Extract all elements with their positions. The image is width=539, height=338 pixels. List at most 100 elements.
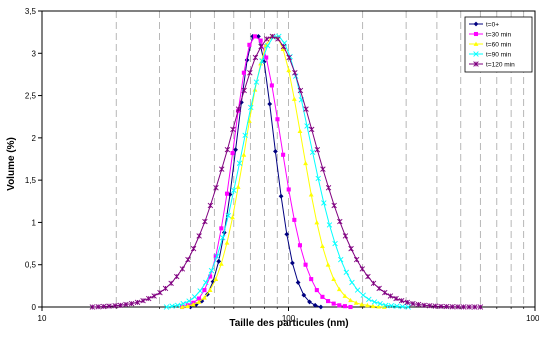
data-point: [218, 261, 224, 266]
data-point: [343, 269, 350, 276]
data-point: [269, 33, 276, 40]
data-point: [202, 288, 207, 293]
data-point: [264, 42, 271, 49]
data-point: [185, 303, 191, 309]
data-point: [235, 184, 241, 189]
data-point: [261, 59, 267, 65]
data-point: [185, 256, 191, 263]
y-tick-label: 1,5: [25, 176, 37, 185]
data-point: [247, 42, 252, 47]
data-point: [399, 303, 406, 310]
x-axis: 10 100 1000: [38, 307, 539, 323]
x-axis-label: Taille des particules (nm): [229, 318, 348, 329]
data-point: [336, 286, 342, 292]
data-point: [213, 276, 219, 282]
data-point: [140, 297, 146, 304]
data-point: [303, 106, 309, 112]
data-point: [320, 294, 325, 299]
data-point: [269, 83, 274, 88]
data-point: [449, 304, 455, 310]
data-point: [292, 70, 298, 76]
y-axis: 0 0,5 1 1,5 2 2,5 3 3,5: [25, 7, 42, 312]
data-point: [297, 128, 303, 134]
data-point: [264, 55, 269, 60]
data-point: [438, 303, 444, 310]
data-point: [278, 193, 284, 199]
data-point: [174, 273, 180, 280]
data-point: [227, 192, 233, 197]
data-point: [326, 299, 331, 304]
data-point: [398, 297, 405, 304]
legend-entry-label: t=60 min: [486, 42, 511, 49]
x-tick-label: 10: [38, 314, 47, 323]
vertical-grid: [115, 11, 525, 307]
data-point: [117, 302, 124, 309]
data-point: [286, 67, 292, 73]
series-1: [180, 34, 353, 310]
data-point: [258, 61, 264, 66]
data-point: [295, 280, 301, 285]
data-point: [309, 277, 314, 282]
data-point: [301, 292, 307, 298]
data-point: [188, 304, 193, 310]
data-point: [353, 256, 360, 263]
data-point: [349, 279, 355, 286]
data-point: [128, 300, 135, 307]
data-point: [224, 146, 231, 153]
data-point: [303, 160, 308, 166]
data-point: [151, 293, 157, 299]
data-point: [169, 303, 175, 309]
data-point: [297, 243, 303, 248]
legend-swatch-marker: [473, 21, 479, 27]
data-point: [314, 146, 321, 153]
data-point: [320, 166, 326, 172]
data-point: [460, 304, 467, 310]
data-point: [216, 258, 222, 264]
data-point: [95, 304, 101, 310]
data-point: [342, 304, 347, 309]
data-point: [214, 253, 220, 259]
data-point: [106, 303, 112, 309]
data-point: [366, 296, 372, 303]
data-point: [219, 226, 224, 231]
y-tick-label: 3,5: [25, 7, 37, 16]
data-point: [314, 288, 319, 293]
data-point: [230, 214, 235, 220]
data-point: [250, 33, 256, 39]
data-point: [365, 273, 371, 280]
data-point: [292, 217, 297, 222]
data-point: [186, 298, 192, 304]
data-point: [307, 299, 312, 305]
data-point: [202, 295, 207, 300]
series-2: [179, 33, 387, 309]
data-point: [331, 276, 337, 282]
data-point: [89, 304, 96, 310]
data-point: [203, 279, 209, 286]
data-point: [146, 295, 152, 302]
data-point: [309, 149, 316, 155]
data-point: [241, 87, 247, 94]
data-point: [331, 202, 337, 209]
data-point: [415, 301, 422, 308]
data-point: [382, 302, 389, 309]
data-point: [208, 274, 213, 279]
data-point: [404, 299, 411, 306]
data-point: [342, 293, 348, 298]
data-point: [220, 234, 226, 241]
data-point: [360, 292, 366, 298]
data-point: [101, 303, 107, 310]
data-point: [273, 148, 278, 154]
data-point: [180, 300, 186, 307]
data-point: [337, 218, 343, 225]
data-point: [370, 280, 377, 287]
data-point: [393, 295, 399, 302]
data-point: [303, 262, 308, 267]
data-point: [259, 58, 265, 64]
series-3: [163, 33, 411, 310]
data-point: [286, 187, 291, 192]
legend-entry-label: t=0+: [486, 22, 499, 29]
y-tick-label: 1: [32, 218, 37, 227]
data-point: [190, 302, 196, 307]
data-point: [207, 287, 213, 293]
